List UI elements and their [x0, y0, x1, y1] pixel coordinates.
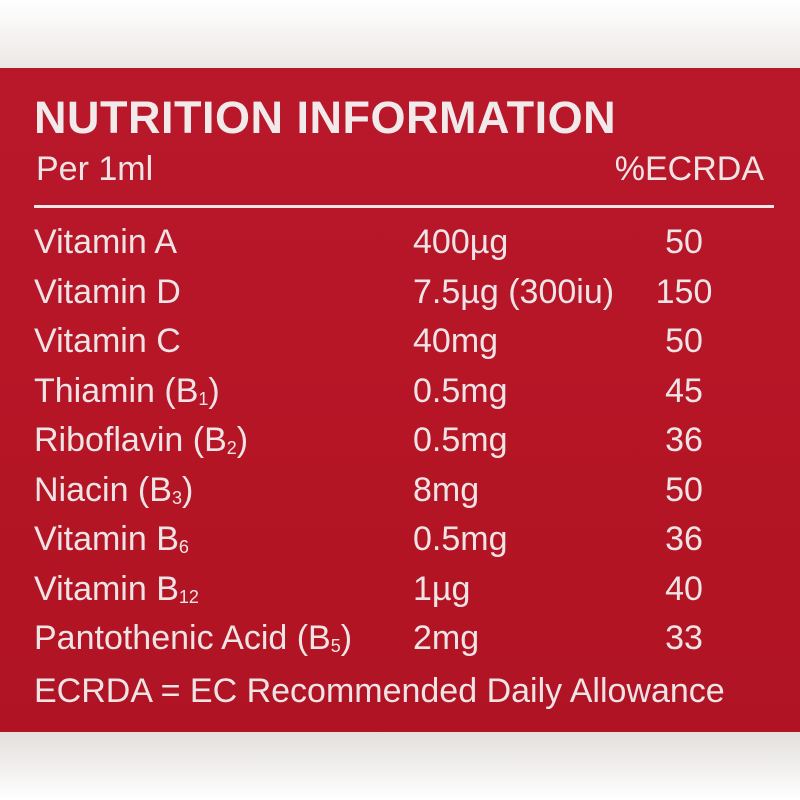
nutrient-row: Riboflavin (B2) 0.5mg 36 — [0, 416, 800, 466]
divider — [34, 205, 774, 208]
nutrient-pct: 50 — [665, 322, 703, 360]
nutrient-name: Vitamin C — [34, 322, 181, 360]
nutrient-pct: 150 — [655, 272, 713, 311]
nutrient-amount: 7.5µg (300iu) — [413, 272, 615, 311]
nutrient-name: Vitamin B6 — [34, 520, 189, 558]
nutrient-table: Vitamin A 400µg 50 Vitamin D 7.5µg (300i… — [0, 218, 800, 664]
per-label: Per 1ml — [36, 150, 154, 188]
panel-title: NUTRITION INFORMATION — [34, 92, 617, 143]
ecrda-column-header: %ECRDA — [614, 150, 764, 188]
nutrient-name: Thiamin (B1) — [34, 371, 220, 410]
nutrient-name: Vitamin D — [34, 272, 181, 311]
nutrient-amount: 0.5mg — [413, 421, 508, 459]
nutrient-row: Vitamin B6 0.5mg 36 — [0, 515, 800, 565]
nutrient-row: Vitamin A 400µg 50 — [0, 218, 800, 268]
nutrient-pct: 36 — [665, 421, 703, 459]
nutrient-amount: 8mg — [413, 470, 480, 509]
nutrient-pct: 45 — [665, 371, 703, 410]
nutrition-panel: NUTRITION INFORMATION Per 1ml %ECRDA Vit… — [0, 68, 800, 732]
nutrient-amount: 0.5mg — [413, 520, 508, 558]
background-bottom — [0, 732, 800, 800]
nutrient-pct: 33 — [665, 619, 703, 657]
nutrient-row: Vitamin C 40mg 50 — [0, 317, 800, 367]
background-top — [0, 0, 800, 68]
nutrient-name: Niacin (B3) — [34, 470, 194, 509]
nutrient-row: Niacin (B3) 8mg 50 — [0, 466, 800, 516]
footnote: ECRDA = EC Recommended Daily Allowance — [34, 672, 725, 710]
nutrient-row: Pantothenic Acid (B5) 2mg 33 — [0, 614, 800, 664]
nutrient-amount: 40mg — [413, 322, 499, 360]
nutrient-name: Riboflavin (B2) — [34, 421, 249, 459]
nutrient-pct: 40 — [665, 569, 703, 608]
nutrient-pct: 36 — [665, 520, 703, 558]
nutrient-row: Vitamin D 7.5µg (300iu) 150 — [0, 268, 800, 318]
nutrient-name: Pantothenic Acid (B5) — [34, 619, 353, 657]
nutrient-amount: 0.5mg — [413, 371, 508, 410]
nutrient-name: Vitamin A — [34, 223, 178, 261]
nutrient-row: Thiamin (B1) 0.5mg 45 — [0, 367, 800, 417]
nutrient-amount: 1µg — [413, 569, 471, 608]
nutrient-pct: 50 — [665, 223, 703, 261]
nutrient-row: Vitamin B12 1µg 40 — [0, 565, 800, 615]
nutrient-pct: 50 — [665, 470, 703, 509]
nutrient-name: Vitamin B12 — [34, 569, 199, 608]
nutrient-amount: 400µg — [413, 223, 509, 261]
nutrient-amount: 2mg — [413, 619, 480, 657]
